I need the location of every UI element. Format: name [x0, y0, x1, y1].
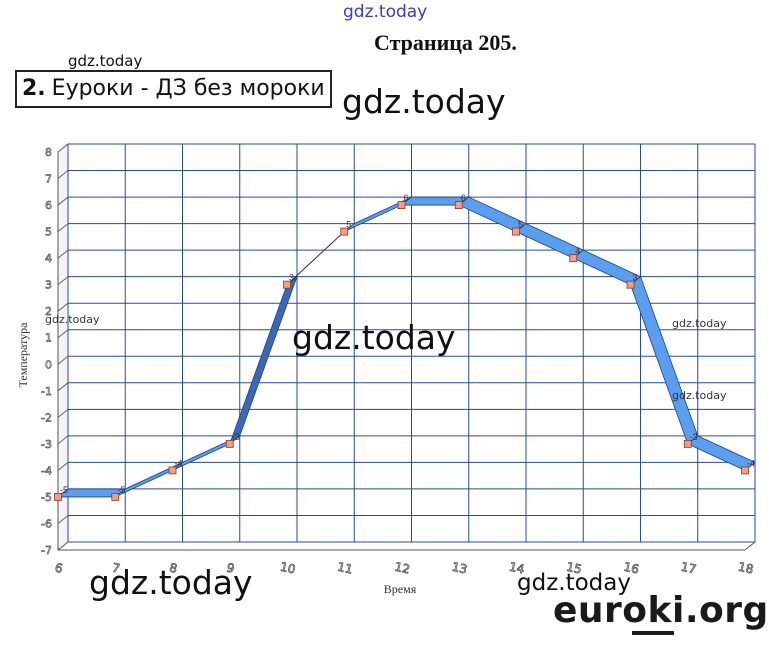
grid-depth-line — [57, 515, 69, 524]
grid-depth-line — [57, 223, 69, 232]
chart-grid — [57, 143, 756, 551]
data-point-label: -3 — [690, 432, 698, 442]
data-point-label: -4 — [175, 458, 183, 468]
y-tick-label: -5 — [41, 491, 52, 504]
task-number: 2. — [22, 76, 46, 101]
watermark-large: gdz.today — [342, 82, 506, 121]
grid-depth-line — [57, 196, 69, 206]
watermark-small: gdz.today — [68, 52, 143, 70]
brand-logo: euroki.org — [553, 590, 769, 631]
data-point — [283, 280, 291, 289]
y-tick-label: 0 — [45, 358, 52, 371]
watermark-top: gdz.today — [343, 2, 428, 22]
data-point — [454, 201, 463, 209]
y-tick-label: -3 — [41, 438, 52, 451]
y-tick-label: 2 — [45, 305, 52, 318]
watermark-middle: gdz.today — [292, 318, 456, 357]
watermark-bottom-2: gdz.today — [517, 570, 631, 596]
data-point — [626, 280, 635, 289]
x-tick-label: 16 — [622, 560, 640, 577]
y-tick-label: -1 — [41, 385, 52, 398]
y-tick-label: 3 — [45, 279, 52, 292]
grid-depth-line — [57, 276, 69, 286]
data-point-label: -5 — [60, 485, 68, 495]
y-tick-label: 1 — [45, 332, 52, 345]
data-point — [54, 493, 62, 501]
grid-depth-line — [57, 355, 69, 365]
x-tick-label: 18 — [737, 560, 755, 577]
x-tick-label: 17 — [680, 560, 698, 577]
x-tick-label: 13 — [451, 560, 469, 577]
y-tick-label: 5 — [45, 226, 52, 239]
data-point-label: 3 — [289, 273, 294, 283]
y-tick-label: -4 — [41, 464, 52, 477]
watermark-left: gdz.today — [45, 313, 100, 326]
grid-depth-line — [57, 302, 69, 312]
watermark-right-1: gdz.today — [672, 317, 727, 330]
y-tick-label: -6 — [41, 517, 52, 530]
data-point-label: 3 — [633, 273, 638, 283]
y-axis-label: Температура — [16, 322, 30, 388]
data-point — [683, 439, 692, 448]
grid-depth-line — [57, 382, 69, 392]
x-tick-label: 7 — [111, 560, 121, 575]
grid-depth-line — [57, 329, 69, 339]
chart-ribbon — [57, 196, 756, 498]
grid-depth-line — [57, 170, 69, 179]
data-point — [741, 466, 749, 475]
data-point-label: 5 — [518, 220, 523, 230]
y-tick-label: 7 — [45, 173, 52, 186]
data-point-label: -4 — [747, 458, 755, 468]
data-point-label: 5 — [346, 220, 351, 230]
data-point-label: -3 — [232, 432, 240, 442]
data-point — [340, 227, 349, 236]
ribbon-segment — [687, 435, 756, 471]
ribbon-segment — [229, 276, 298, 445]
data-point — [512, 227, 520, 236]
ribbon-segment — [286, 231, 345, 286]
grid-depth-line — [57, 143, 69, 153]
data-point — [569, 254, 578, 263]
data-point — [168, 466, 177, 475]
y-axis-ticks: 8 7 6 5 4 3 2 1 0 -1 -2 -3 -4 -5 -6 -7 — [41, 146, 53, 558]
x-tick-label: 6 — [54, 560, 64, 575]
x-axis-label: Время — [384, 582, 417, 596]
x-tick-label: 9 — [225, 560, 235, 575]
data-point-label: 6 — [461, 193, 466, 203]
y-tick-label: 6 — [45, 199, 52, 212]
data-point — [225, 439, 234, 448]
grid-depth-line — [57, 408, 69, 418]
page-title: Страница 205. — [374, 30, 517, 55]
x-tick-label: 10 — [279, 560, 297, 577]
grid-depth-line — [57, 435, 69, 445]
brand-underline — [632, 631, 674, 635]
x-tick-label: 14 — [508, 560, 526, 577]
data-point-label: 6 — [404, 193, 409, 203]
grid-depth-line — [57, 541, 69, 551]
data-point-label: 4 — [575, 246, 580, 256]
x-tick-label: 15 — [565, 560, 583, 577]
y-tick-label: -7 — [41, 544, 52, 557]
y-tick-label: 8 — [45, 146, 52, 159]
y-tick-label: -2 — [41, 411, 52, 424]
data-point — [397, 201, 406, 209]
task-text: Еуроки - ДЗ без мороки — [51, 76, 325, 101]
watermark-right-2: gdz.today — [672, 389, 727, 402]
x-axis-ticks: 6 7 8 9 10 11 12 13 14 15 16 17 18 — [53, 559, 755, 577]
grid-depth-line — [57, 249, 69, 259]
grid-depth-line — [57, 462, 69, 471]
watermark-bottom-1: gdz.today — [89, 563, 253, 602]
x-tick-label: 8 — [168, 560, 178, 575]
chart-markers: -5 -5 -4 -3 3 5 6 6 5 4 3 -3 -4 — [54, 193, 755, 501]
floor-right-edge — [744, 541, 756, 551]
task-box: 2. Еуроки - ДЗ без мороки — [15, 70, 332, 108]
x-tick-label: 12 — [393, 560, 411, 577]
y-tick-label: 4 — [45, 252, 52, 265]
data-point-label: -5 — [117, 485, 125, 495]
x-tick-label: 11 — [336, 560, 354, 577]
data-point — [111, 493, 120, 501]
